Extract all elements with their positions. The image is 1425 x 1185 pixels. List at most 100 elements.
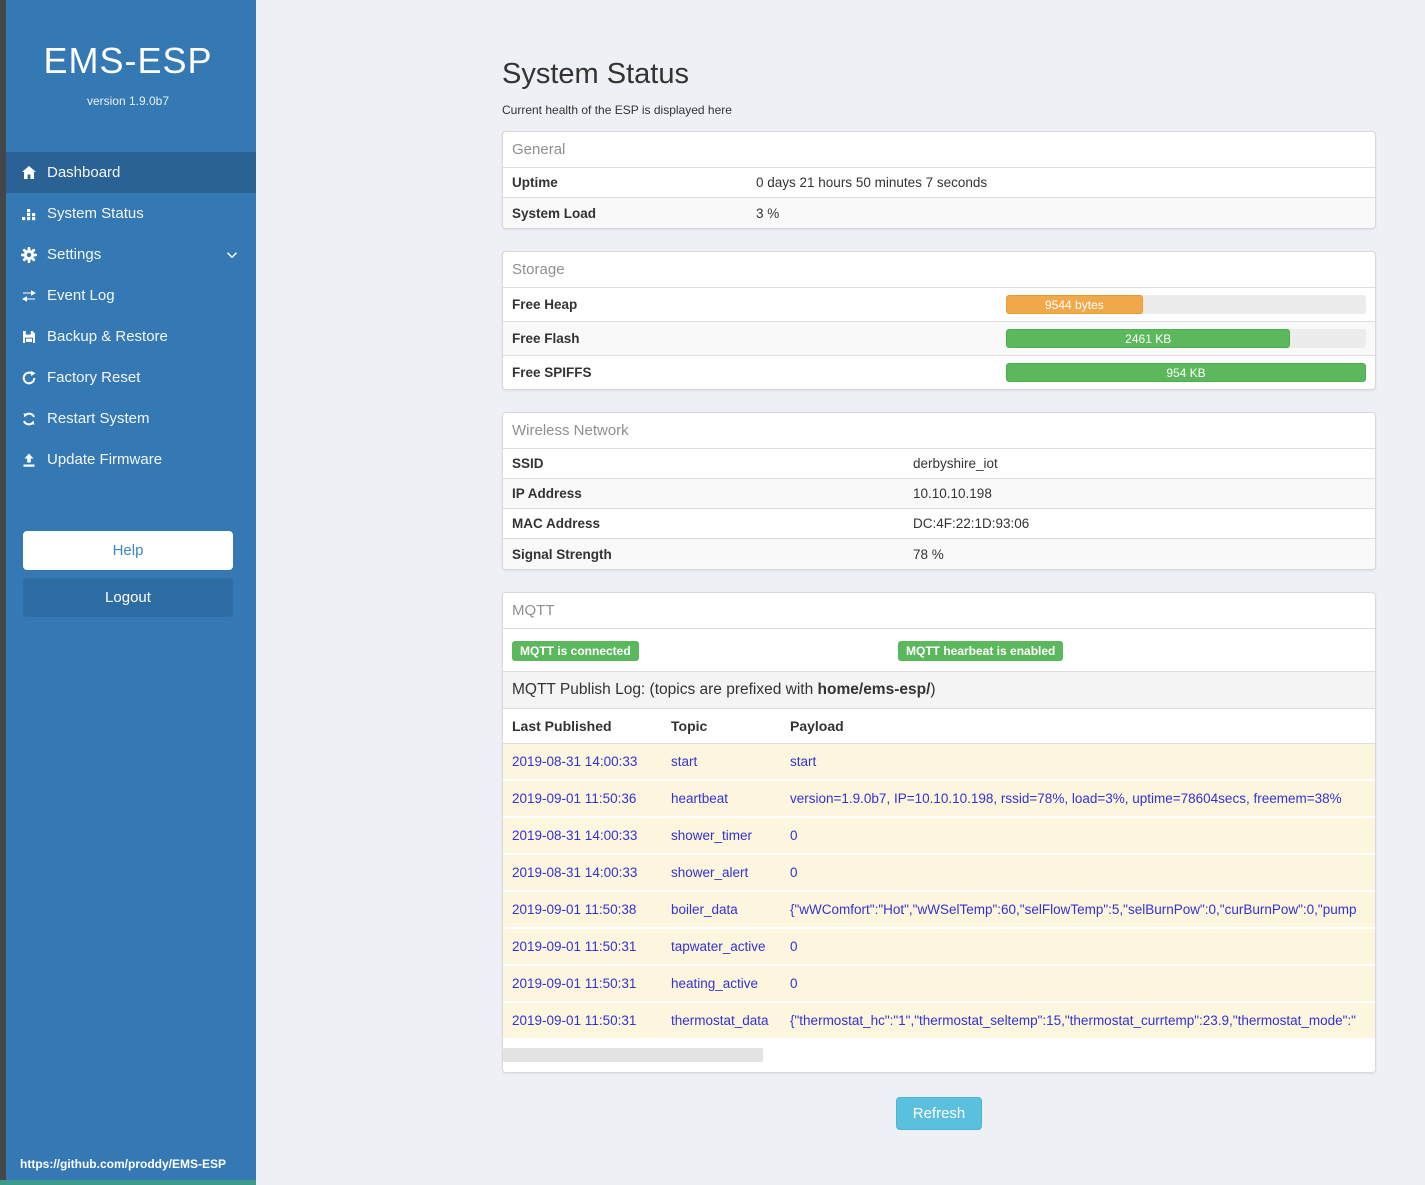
free-flash-progress-bar: 2461 KB — [1006, 329, 1291, 348]
cell-topic: shower_timer — [671, 828, 753, 843]
sidebar-item-restart-system[interactable]: Restart System — [0, 398, 256, 439]
status-badge-mqtt-connected: MQTT is connected — [512, 641, 639, 661]
panel-general-title: General — [503, 132, 1375, 168]
row-value: derbyshire_iot — [913, 456, 998, 471]
gear-icon — [20, 246, 37, 263]
sidebar-item-dashboard[interactable]: Dashboard — [0, 152, 256, 193]
cell-topic: shower_alert — [671, 865, 749, 880]
cell-payload: 0 — [790, 828, 798, 843]
floppy-icon — [20, 328, 37, 345]
cell-topic: thermostat_data — [671, 1013, 769, 1028]
row-value: DC:4F:22:1D:93:06 — [913, 516, 1030, 531]
cell-last-published: 2019-09-01 11:50:36 — [512, 791, 637, 806]
panel-wireless-title: Wireless Network — [503, 413, 1375, 449]
sidebar-item-label: Dashboard — [47, 164, 121, 181]
log-label-prefix: MQTT Publish Log: (topics are prefixed w… — [512, 681, 818, 698]
sidebar-item-system-status[interactable]: System Status — [0, 193, 256, 234]
table-row: 2019-09-01 11:50:31 tapwater_active 0 — [503, 929, 1375, 966]
mqtt-status-row: MQTT is connected MQTT hearbeat is enabl… — [503, 629, 1375, 671]
chevron-down-icon — [226, 248, 238, 265]
sidebar-item-label: Restart System — [47, 410, 150, 427]
window-edge-strip — [0, 0, 6, 1185]
cell-payload: {"thermostat_hc":"1","thermostat_seltemp… — [790, 1013, 1356, 1028]
free-spiffs-progress-bar: 954 KB — [1006, 363, 1366, 382]
panel-wireless: Wireless Network SSID derbyshire_iot IP … — [502, 412, 1376, 570]
sidebar-item-factory-reset[interactable]: Factory Reset — [0, 357, 256, 398]
cell-payload: {"wWComfort":"Hot","wWSelTemp":60,"selFl… — [790, 902, 1357, 917]
cell-topic: tapwater_active — [671, 939, 766, 954]
upload-icon — [20, 451, 37, 468]
table-row: MAC Address DC:4F:22:1D:93:06 — [503, 509, 1375, 539]
app-version: version 1.9.0b7 — [86, 94, 170, 108]
page-subtitle: Current health of the ESP is displayed h… — [502, 103, 732, 117]
sidebar-item-update-firmware[interactable]: Update Firmware — [0, 439, 256, 480]
home-icon — [20, 164, 37, 181]
sidebar: EMS-ESP version 1.9.0b7 Dashboard System… — [0, 0, 256, 1185]
panel-general: General Uptime 0 days 21 hours 50 minute… — [502, 131, 1376, 229]
sidebar-item-label: Backup & Restore — [47, 328, 168, 345]
scrollbar-thumb[interactable] — [503, 1048, 763, 1062]
column-header-last-published: Last Published — [512, 718, 612, 734]
panel-storage: Storage Free Heap 9544 bytes Free Flash … — [502, 251, 1376, 390]
row-label: MAC Address — [512, 516, 601, 531]
sidebar-item-label: Update Firmware — [47, 451, 163, 468]
row-label: Free Flash — [512, 331, 580, 346]
row-label: Signal Strength — [512, 546, 612, 562]
table-row: Free Flash 2461 KB — [503, 322, 1375, 356]
restart-icon — [20, 410, 37, 427]
row-label: Uptime — [512, 175, 558, 190]
row-label: System Load — [512, 205, 597, 221]
mqtt-table-header: Last Published Topic Payload — [503, 709, 1375, 744]
panel-mqtt: MQTT MQTT is connected MQTT hearbeat is … — [502, 592, 1376, 1073]
row-value: 3 % — [756, 205, 780, 221]
reset-icon — [20, 369, 37, 386]
column-header-topic: Topic — [671, 718, 708, 734]
logout-button[interactable]: Logout — [23, 578, 233, 617]
cell-last-published: 2019-08-31 14:00:33 — [512, 828, 638, 843]
table-row: Free Heap 9544 bytes — [503, 288, 1375, 322]
app-brand: EMS-ESP version 1.9.0b7 — [0, 0, 256, 108]
sidebar-item-event-log[interactable]: Event Log — [0, 275, 256, 316]
table-row: Uptime 0 days 21 hours 50 minutes 7 seco… — [503, 168, 1375, 198]
cell-topic: boiler_data — [671, 902, 738, 917]
table-row: IP Address 10.10.10.198 — [503, 479, 1375, 509]
table-row: Free SPIFFS 954 KB — [503, 356, 1375, 389]
cell-payload: 0 — [790, 939, 798, 954]
cell-payload: version=1.9.0b7, IP=10.10.10.198, rssid=… — [790, 791, 1342, 806]
arrows-icon — [20, 287, 37, 304]
sidebar-nav: Dashboard System Status — [0, 152, 256, 480]
row-value: 0 days 21 hours 50 minutes 7 seconds — [756, 175, 988, 190]
github-link[interactable]: https://github.com/proddy/EMS-ESP — [20, 1157, 226, 1171]
cell-topic: heating_active — [671, 976, 759, 991]
sidebar-item-label: System Status — [47, 205, 144, 222]
cell-last-published: 2019-09-01 11:50:31 — [512, 1013, 637, 1028]
status-badge-mqtt-heartbeat: MQTT hearbeat is enabled — [898, 641, 1064, 661]
table-row: 2019-09-01 11:50:38 boiler_data {"wWComf… — [503, 892, 1375, 929]
main-content: System Status Current health of the ESP … — [256, 0, 1425, 1185]
cell-payload: 0 — [790, 865, 798, 880]
app-title: EMS-ESP — [43, 40, 213, 81]
panel-mqtt-title: MQTT — [503, 593, 1375, 629]
progress-bar-track: 2461 KB — [1006, 329, 1366, 348]
chart-icon — [20, 205, 37, 222]
table-row: System Load 3 % — [503, 198, 1375, 228]
sidebar-item-label: Factory Reset — [47, 369, 141, 386]
sidebar-item-backup-restore[interactable]: Backup & Restore — [0, 316, 256, 357]
table-row: Signal Strength 78 % — [503, 539, 1375, 569]
cell-last-published: 2019-08-31 14:00:33 — [512, 865, 638, 880]
horizontal-scrollbar — [503, 1040, 1375, 1072]
table-row: SSID derbyshire_iot — [503, 449, 1375, 479]
free-heap-progress-bar: 9544 bytes — [1006, 295, 1143, 314]
table-row: 2019-09-01 11:50:36 heartbeat version=1.… — [503, 781, 1375, 818]
help-button[interactable]: Help — [23, 531, 233, 570]
row-label: Free Heap — [512, 297, 578, 312]
cell-last-published: 2019-09-01 11:50:31 — [512, 976, 637, 991]
refresh-button[interactable]: Refresh — [895, 1097, 983, 1130]
table-row: 2019-09-01 11:50:31 heating_active 0 — [503, 966, 1375, 1003]
table-row: 2019-08-31 14:00:33 shower_timer 0 — [503, 818, 1375, 855]
log-label-suffix: ) — [930, 681, 936, 698]
cell-last-published: 2019-08-31 14:00:33 — [512, 754, 638, 769]
row-value: 78 % — [913, 546, 944, 562]
sidebar-item-settings[interactable]: Settings — [0, 234, 256, 275]
table-row: 2019-09-01 11:50:31 thermostat_data {"th… — [503, 1003, 1375, 1040]
